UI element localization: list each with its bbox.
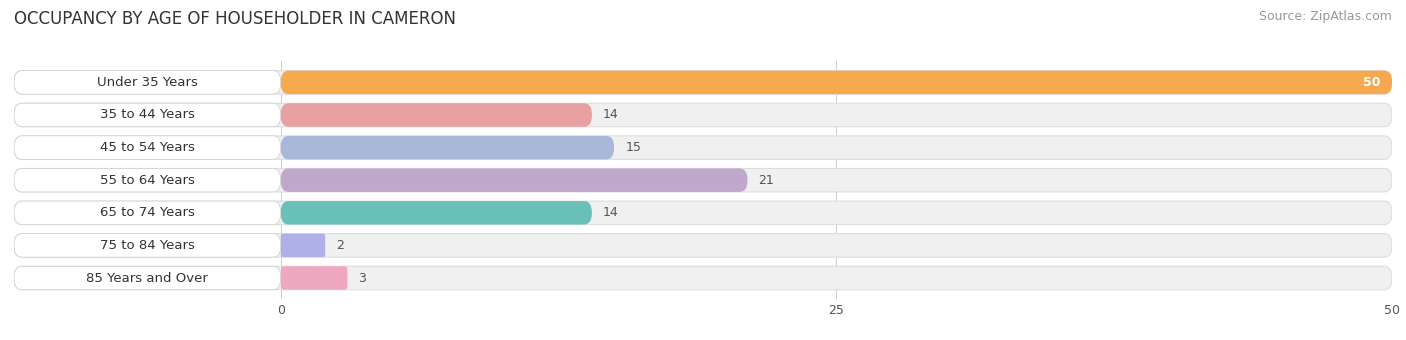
Text: Source: ZipAtlas.com: Source: ZipAtlas.com [1258, 10, 1392, 23]
Text: 35 to 44 Years: 35 to 44 Years [100, 108, 195, 121]
FancyBboxPatch shape [14, 71, 1392, 94]
Text: Under 35 Years: Under 35 Years [97, 76, 198, 89]
Text: 14: 14 [603, 206, 619, 219]
FancyBboxPatch shape [14, 103, 1392, 127]
Text: 85 Years and Over: 85 Years and Over [86, 272, 208, 285]
FancyBboxPatch shape [281, 136, 614, 159]
FancyBboxPatch shape [281, 103, 592, 127]
Text: 15: 15 [626, 141, 641, 154]
FancyBboxPatch shape [14, 168, 281, 192]
Text: 2: 2 [336, 239, 344, 252]
Text: 55 to 64 Years: 55 to 64 Years [100, 174, 195, 187]
FancyBboxPatch shape [14, 234, 281, 257]
FancyBboxPatch shape [14, 234, 1392, 257]
Text: 21: 21 [759, 174, 775, 187]
FancyBboxPatch shape [14, 103, 281, 127]
FancyBboxPatch shape [14, 136, 1392, 159]
FancyBboxPatch shape [14, 201, 1392, 224]
FancyBboxPatch shape [14, 266, 281, 290]
Text: 50: 50 [1364, 76, 1381, 89]
FancyBboxPatch shape [281, 201, 592, 224]
FancyBboxPatch shape [14, 266, 1392, 290]
Text: 75 to 84 Years: 75 to 84 Years [100, 239, 195, 252]
Text: 45 to 54 Years: 45 to 54 Years [100, 141, 195, 154]
FancyBboxPatch shape [281, 71, 1392, 94]
FancyBboxPatch shape [14, 71, 281, 94]
FancyBboxPatch shape [14, 201, 281, 224]
Text: OCCUPANCY BY AGE OF HOUSEHOLDER IN CAMERON: OCCUPANCY BY AGE OF HOUSEHOLDER IN CAMER… [14, 10, 456, 28]
FancyBboxPatch shape [281, 168, 748, 192]
FancyBboxPatch shape [14, 168, 1392, 192]
FancyBboxPatch shape [281, 266, 347, 290]
Text: 14: 14 [603, 108, 619, 121]
Text: 3: 3 [359, 272, 367, 285]
Text: 65 to 74 Years: 65 to 74 Years [100, 206, 195, 219]
FancyBboxPatch shape [281, 234, 325, 257]
FancyBboxPatch shape [14, 136, 281, 159]
